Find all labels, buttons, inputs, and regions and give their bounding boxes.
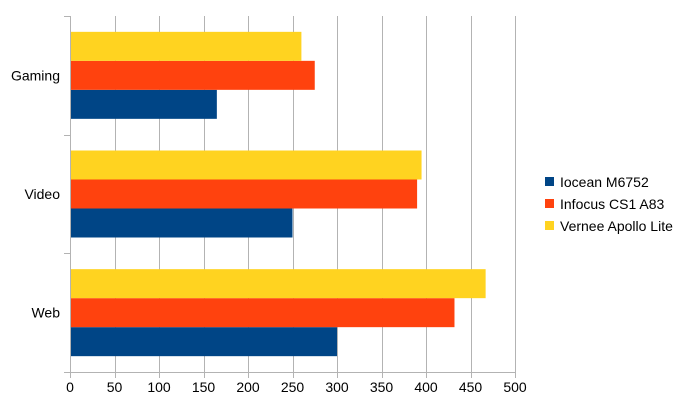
legend-label-iocean-m6752: Iocean M6752 <box>560 174 649 190</box>
bar-web-infocus-cs1-a83 <box>70 298 455 328</box>
x-tick-label-450: 450 <box>459 379 483 395</box>
legend-label-infocus-cs1-a83: Infocus CS1 A83 <box>560 196 665 212</box>
x-tick-label-500: 500 <box>503 379 527 395</box>
bar-video-infocus-cs1-a83 <box>70 179 418 209</box>
x-tick-label-400: 400 <box>414 379 438 395</box>
x-tick-label-100: 100 <box>147 379 171 395</box>
bar-video-vernee-apollo-lite <box>70 150 422 180</box>
legend-swatch-iocean-m6752 <box>545 177 554 186</box>
x-tick-label-200: 200 <box>236 379 260 395</box>
bars <box>70 31 486 357</box>
y-category-label-web: Web <box>31 305 60 321</box>
bar-web-vernee-apollo-lite <box>70 269 486 299</box>
legend-swatch-infocus-cs1-a83 <box>545 199 554 208</box>
bar-gaming-iocean-m6752 <box>70 89 217 119</box>
x-tick-label-0: 0 <box>66 379 74 395</box>
bar-video-iocean-m6752 <box>70 208 293 238</box>
bar-gaming-infocus-cs1-a83 <box>70 60 315 90</box>
x-tick-label-350: 350 <box>370 379 394 395</box>
axes: 0 50 100 150 200 250 300 350 400 450 500 Gaming Vide… <box>11 16 527 395</box>
legend-label-vernee-apollo-lite: Vernee Apollo Lite <box>560 218 673 234</box>
x-tick-label-250: 250 <box>281 379 305 395</box>
y-category-label-video: Video <box>24 186 60 202</box>
legend: Iocean M6752 Infocus CS1 A83 Vernee Apollo… <box>545 174 673 234</box>
y-category-label-gaming: Gaming <box>11 67 60 83</box>
x-tick-label-150: 150 <box>192 379 216 395</box>
x-tick-label-300: 300 <box>325 379 349 395</box>
bar-gaming-vernee-apollo-lite <box>70 31 302 61</box>
legend-swatch-vernee-apollo-lite <box>545 221 554 230</box>
bar-web-iocean-m6752 <box>70 327 337 357</box>
x-tick-label-50: 50 <box>107 379 123 395</box>
